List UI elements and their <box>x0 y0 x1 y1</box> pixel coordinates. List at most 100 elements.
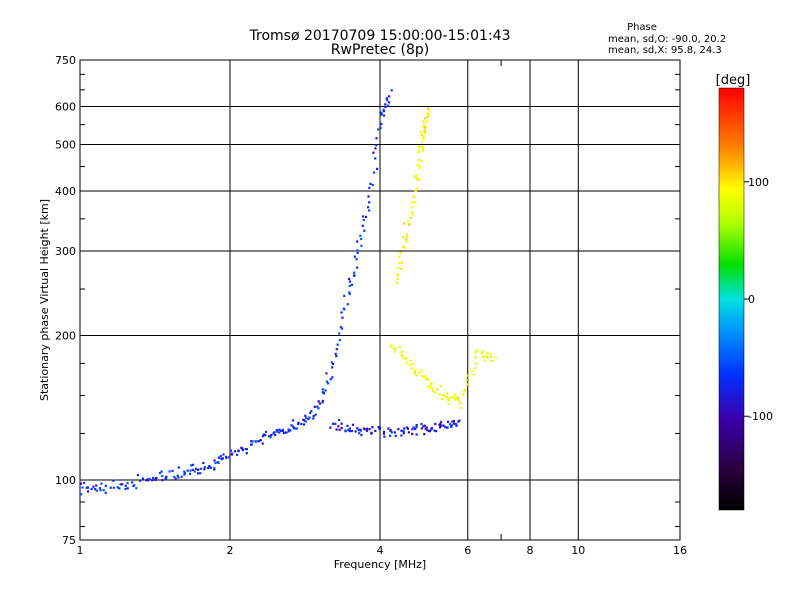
data-point <box>139 479 142 482</box>
data-point <box>483 359 486 362</box>
data-point <box>380 111 383 114</box>
data-point <box>359 429 362 432</box>
data-point <box>321 391 324 394</box>
data-point <box>439 424 442 427</box>
data-point <box>174 477 177 480</box>
data-point <box>180 475 183 478</box>
data-point <box>422 149 425 152</box>
data-point <box>275 428 278 432</box>
data-point <box>475 362 478 365</box>
data-point <box>441 393 444 397</box>
data-point <box>408 223 411 226</box>
data-point <box>171 469 174 472</box>
data-point <box>360 244 363 247</box>
data-point <box>434 422 437 426</box>
data-point <box>213 459 216 462</box>
x-tick-label: 8 <box>527 544 534 557</box>
y-tick-label: 500 <box>55 139 76 152</box>
data-point <box>183 473 186 476</box>
data-point <box>250 440 253 443</box>
data-point <box>346 303 349 306</box>
data-point <box>126 487 129 490</box>
data-point <box>400 429 403 432</box>
data-point <box>422 375 426 378</box>
data-point <box>393 350 397 353</box>
data-point <box>450 424 454 427</box>
data-point <box>425 426 428 429</box>
data-point <box>416 178 419 182</box>
data-point <box>475 349 479 352</box>
data-point <box>207 465 211 468</box>
data-point <box>398 346 402 349</box>
data-point <box>389 429 392 432</box>
data-point <box>377 128 380 131</box>
data-point <box>400 350 403 353</box>
data-point <box>112 479 115 482</box>
data-point <box>217 461 220 464</box>
data-point <box>421 147 424 150</box>
chart-title: Tromsø 20170709 15:00:00-15:01:43 <box>249 28 511 44</box>
data-point <box>336 343 339 346</box>
data-point <box>291 419 295 422</box>
data-point <box>213 468 216 471</box>
data-point <box>240 446 243 449</box>
data-point <box>233 450 237 453</box>
data-point <box>452 396 455 399</box>
data-point <box>368 209 371 212</box>
data-point <box>124 487 127 491</box>
data-point <box>195 467 198 470</box>
data-point <box>418 145 421 148</box>
data-point <box>397 428 400 431</box>
data-point <box>199 467 202 470</box>
data-point <box>389 343 392 346</box>
data-point <box>394 434 397 437</box>
data-point <box>279 429 282 433</box>
data-point <box>410 211 413 214</box>
data-point <box>228 456 231 459</box>
data-point <box>82 481 86 484</box>
data-point <box>321 401 324 404</box>
data-point <box>438 423 441 427</box>
data-point <box>209 466 212 470</box>
data-point <box>400 267 403 270</box>
data-point <box>451 420 454 423</box>
data-point <box>304 414 307 417</box>
data-point <box>278 428 281 431</box>
data-point <box>420 133 423 136</box>
data-point <box>431 387 434 390</box>
data-point <box>439 422 442 425</box>
data-point <box>426 429 429 432</box>
data-point <box>371 184 374 187</box>
data-point <box>331 376 334 379</box>
data-point <box>203 468 206 471</box>
data-point <box>396 274 400 277</box>
data-point <box>440 420 443 423</box>
data-point <box>486 352 489 355</box>
data-point <box>405 362 409 365</box>
data-point <box>405 233 409 237</box>
data-point <box>424 376 427 379</box>
data-point <box>430 382 433 385</box>
data-point <box>453 393 456 397</box>
data-point <box>176 474 179 477</box>
data-point <box>456 396 460 399</box>
data-point <box>347 428 350 432</box>
data-points <box>79 89 497 496</box>
y-tick-label: 600 <box>55 101 76 114</box>
data-point <box>355 266 359 269</box>
data-point <box>388 434 392 437</box>
data-point <box>98 487 101 490</box>
data-point <box>191 468 195 472</box>
data-point <box>484 355 487 358</box>
data-point <box>331 366 334 369</box>
data-point <box>202 461 205 465</box>
data-point <box>439 384 442 387</box>
data-point <box>382 108 385 111</box>
data-point <box>225 456 228 460</box>
data-point <box>433 429 436 432</box>
data-point <box>387 104 390 107</box>
data-point <box>374 147 377 150</box>
data-point <box>121 483 124 486</box>
data-point <box>343 294 346 297</box>
data-point <box>446 395 449 399</box>
